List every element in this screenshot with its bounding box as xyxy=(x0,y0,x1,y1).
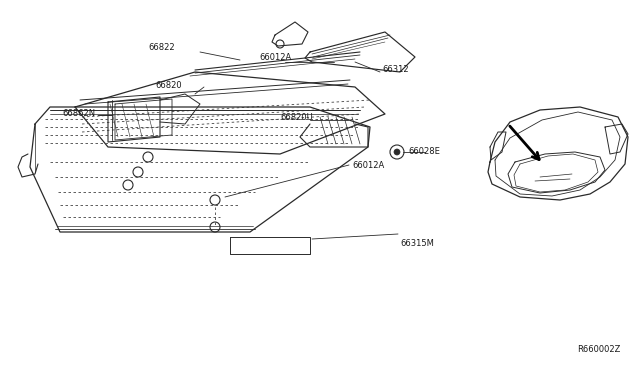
Text: 66820: 66820 xyxy=(155,80,182,90)
Text: 66028E: 66028E xyxy=(408,147,440,155)
Text: 66012A: 66012A xyxy=(259,54,291,62)
Text: 66822: 66822 xyxy=(148,42,175,51)
Circle shape xyxy=(394,149,400,155)
Text: 66012A: 66012A xyxy=(352,160,384,170)
Text: R660002Z: R660002Z xyxy=(577,345,620,354)
Text: 66315M: 66315M xyxy=(400,240,434,248)
Text: 66820U: 66820U xyxy=(280,112,313,122)
Text: 66312: 66312 xyxy=(382,64,408,74)
Text: 66862N: 66862N xyxy=(62,109,95,119)
